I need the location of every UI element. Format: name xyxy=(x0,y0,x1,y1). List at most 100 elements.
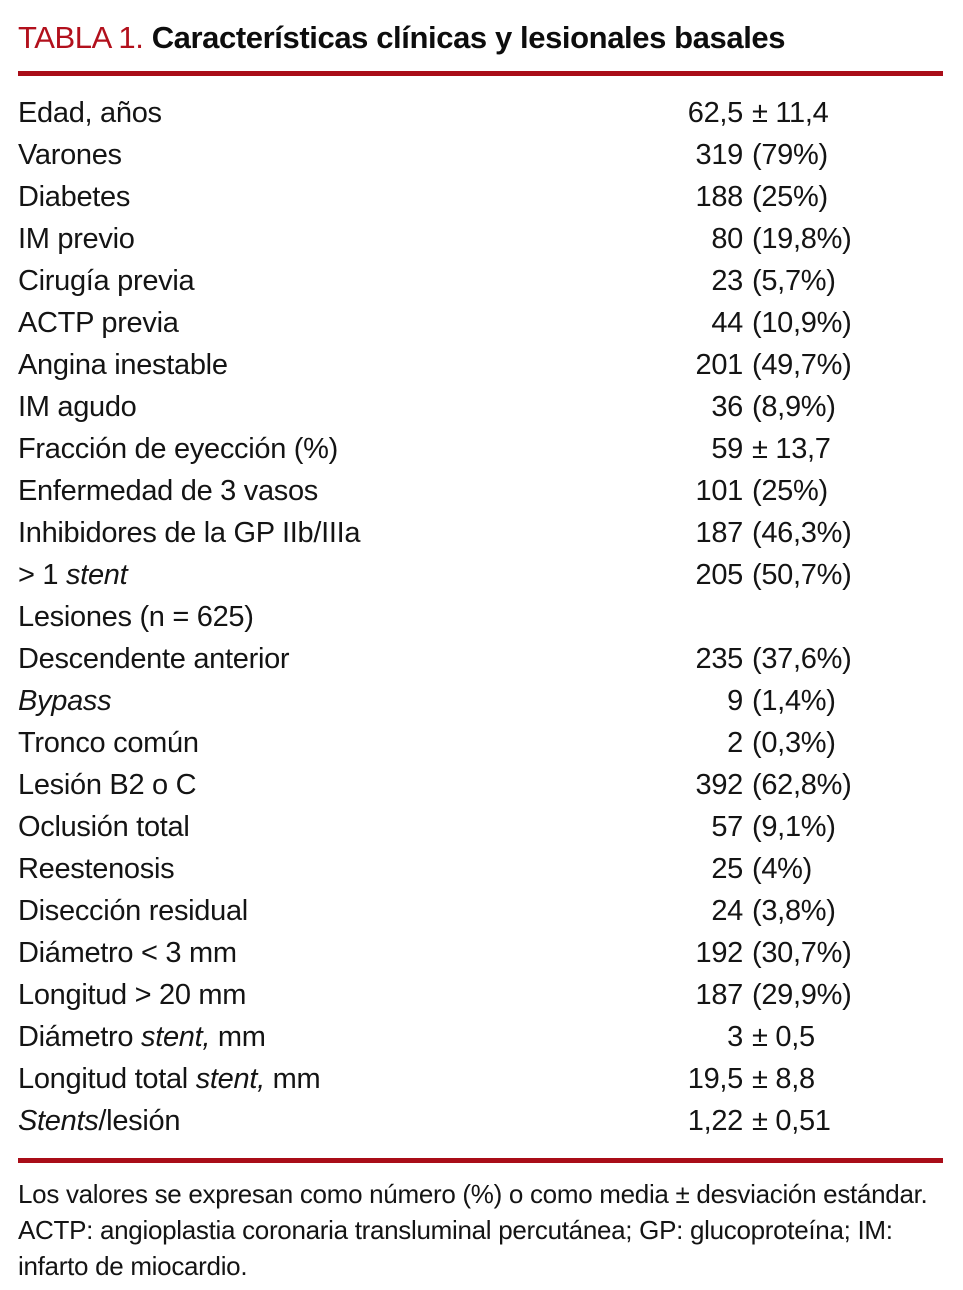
row-value-detail: (49,7%) xyxy=(752,349,852,381)
row-value-detail: (5,7%) xyxy=(752,265,836,297)
table-row: Longitud total stent, mm 19,5 ± 8,8 xyxy=(18,1058,943,1100)
table-row: Angina inestable 201 (49,7%) xyxy=(18,344,943,386)
row-value: 235 (37,6%) xyxy=(661,638,943,680)
row-label-italic-segment: Bypass xyxy=(18,685,112,717)
row-value-detail: ± 0,51 xyxy=(752,1105,831,1137)
table-row: Lesión B2 o C 392 (62,8%) xyxy=(18,764,943,806)
row-value-number: 192 xyxy=(695,937,744,969)
row-value: 2 (0,3%) xyxy=(661,722,943,764)
row-value-number: 235 xyxy=(695,643,744,675)
row-value-number: 44 xyxy=(711,307,743,339)
row-label: Inhibidores de la GP IIb/IIIa xyxy=(18,512,661,554)
row-value-number: 319 xyxy=(695,139,744,171)
row-value-detail: ± 8,8 xyxy=(752,1063,815,1095)
table-row: Reestenosis 25 (4%) xyxy=(18,848,943,890)
row-label-segment: mm xyxy=(210,1021,266,1053)
row-value: 205 (50,7%) xyxy=(661,554,943,596)
footnote-line: infarto de miocardio. xyxy=(18,1251,248,1281)
table-row: ACTP previa 44 (10,9%) xyxy=(18,302,943,344)
row-value-detail: (50,7%) xyxy=(752,559,852,591)
row-label-segment: Disección residual xyxy=(18,895,248,927)
row-label: Disección residual xyxy=(18,890,661,932)
row-label-segment: Lesiones (n = 625) xyxy=(18,601,254,633)
row-label: Angina inestable xyxy=(18,344,661,386)
row-value: 392 (62,8%) xyxy=(661,764,943,806)
row-value-number: 62,5 xyxy=(687,97,744,129)
row-label-italic-segment: stent xyxy=(65,559,128,591)
row-label: Fracción de eyección (%) xyxy=(18,428,661,470)
row-value-detail: (29,9%) xyxy=(752,979,852,1011)
row-value: 187 (29,9%) xyxy=(661,974,943,1016)
row-value: 59 ± 13,7 xyxy=(661,428,943,470)
table-row: IM agudo 36 (8,9%) xyxy=(18,386,943,428)
row-value-detail: ± 0,5 xyxy=(752,1021,815,1053)
row-label-segment: Fracción de eyección (%) xyxy=(18,433,338,465)
row-value-number: 57 xyxy=(711,811,743,843)
row-label-segment: Angina inestable xyxy=(18,349,228,381)
row-label-segment: Longitud total xyxy=(18,1063,196,1095)
footnote-line: Los valores se expresan como número (%) … xyxy=(18,1179,928,1209)
row-label-segment: Diámetro xyxy=(18,1021,141,1053)
row-label: Diabetes xyxy=(18,176,661,218)
table-title: TABLA 1. Características clínicas y lesi… xyxy=(18,20,943,55)
row-label-segment: /lesión xyxy=(98,1105,181,1137)
row-value-number: 2 xyxy=(727,727,743,759)
row-value-number: 3 xyxy=(727,1021,743,1053)
table-row: Bypass 9 (1,4%) xyxy=(18,680,943,722)
row-value: 201 (49,7%) xyxy=(661,344,943,386)
row-label: Diámetro stent, mm xyxy=(18,1016,661,1058)
row-value-number: 205 xyxy=(695,559,744,591)
row-value-detail: (25%) xyxy=(752,475,828,507)
table-row: Disección residual 24 (3,8%) xyxy=(18,890,943,932)
row-label-segment: Edad, años xyxy=(18,97,162,129)
row-value-number: 19,5 xyxy=(687,1063,744,1095)
row-label-segment: Cirugía previa xyxy=(18,265,195,297)
row-label: Tronco común xyxy=(18,722,661,764)
row-value-detail: (9,1%) xyxy=(752,811,836,843)
table-row: Varones 319 (79%) xyxy=(18,134,943,176)
table-row: Longitud > 20 mm 187 (29,9%) xyxy=(18,974,943,1016)
row-value: 57 (9,1%) xyxy=(661,806,943,848)
row-label: Enfermedad de 3 vasos xyxy=(18,470,661,512)
table-footnote: Los valores se expresan como número (%) … xyxy=(18,1176,943,1284)
row-label: Bypass xyxy=(18,680,661,722)
table-row: Enfermedad de 3 vasos 101 (25%) xyxy=(18,470,943,512)
row-label-segment: Diámetro < 3 mm xyxy=(18,937,237,969)
row-value: 319 (79%) xyxy=(661,134,943,176)
row-label: Lesiones (n = 625) xyxy=(18,596,661,638)
row-label-italic-segment: Stents xyxy=(18,1105,99,1137)
row-value-detail: (10,9%) xyxy=(752,307,852,339)
row-value-number: 187 xyxy=(695,517,744,549)
row-value-detail: (62,8%) xyxy=(752,769,852,801)
table-row: Stents/lesión 1,22 ± 0,51 xyxy=(18,1100,943,1142)
row-label-segment: IM previo xyxy=(18,223,135,255)
table-body: Edad, años 62,5 ± 11,4 Varones 319 (79%)… xyxy=(18,92,943,1142)
row-value-number: 25 xyxy=(711,853,743,885)
row-label: Descendente anterior xyxy=(18,638,661,680)
row-label-segment: Tronco común xyxy=(18,727,199,759)
footnote-line: ACTP: angioplastia coronaria translumina… xyxy=(18,1215,893,1245)
table-row: Tronco común 2 (0,3%) xyxy=(18,722,943,764)
table-row: Fracción de eyección (%) 59 ± 13,7 xyxy=(18,428,943,470)
table-row: Edad, años 62,5 ± 11,4 xyxy=(18,92,943,134)
row-value: 19,5 ± 8,8 xyxy=(661,1058,943,1100)
row-label-segment: Inhibidores de la GP IIb/IIIa xyxy=(18,517,361,549)
row-label: > 1 stent xyxy=(18,554,661,596)
table-row: Cirugía previa 23 (5,7%) xyxy=(18,260,943,302)
row-value-detail: (46,3%) xyxy=(752,517,852,549)
row-value: 23 (5,7%) xyxy=(661,260,943,302)
top-rule xyxy=(18,71,943,76)
row-value: 80 (19,8%) xyxy=(661,218,943,260)
row-value-number: 9 xyxy=(727,685,743,717)
row-label-segment: Longitud > 20 mm xyxy=(18,979,247,1011)
row-value-detail: (0,3%) xyxy=(752,727,836,759)
table-row: Descendente anterior 235 (37,6%) xyxy=(18,638,943,680)
row-value: 1,22 ± 0,51 xyxy=(661,1100,943,1142)
row-label: Reestenosis xyxy=(18,848,661,890)
row-label-segment: mm xyxy=(264,1063,321,1095)
row-label: Varones xyxy=(18,134,661,176)
row-label: Longitud total stent, mm xyxy=(18,1058,661,1100)
row-label: Edad, años xyxy=(18,92,661,134)
row-value-detail: (4%) xyxy=(752,853,813,885)
